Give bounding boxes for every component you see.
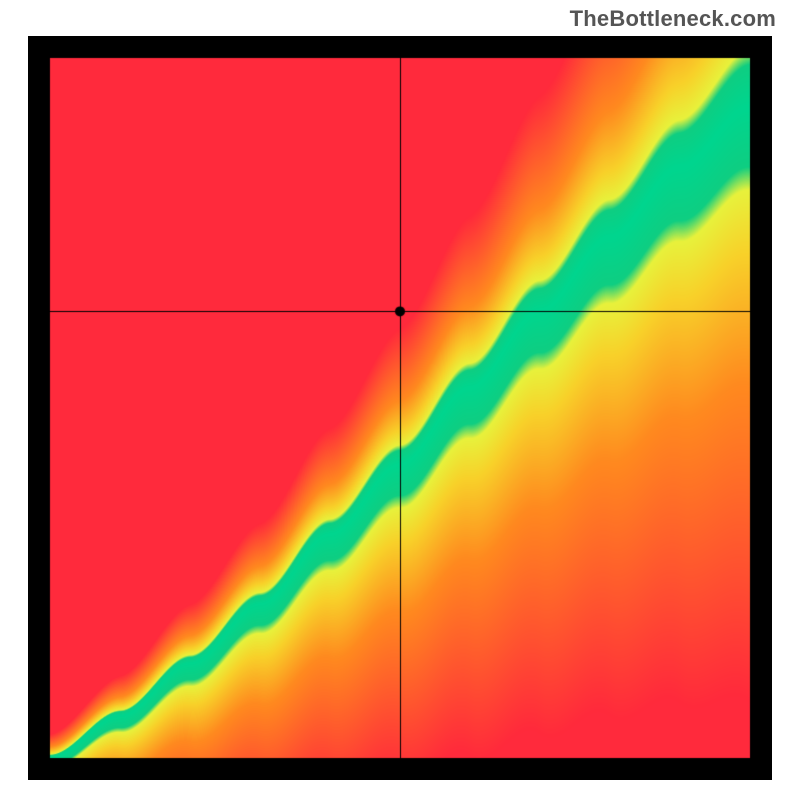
bottleneck-heatmap: [28, 36, 772, 780]
watermark-text: TheBottleneck.com: [570, 6, 776, 32]
